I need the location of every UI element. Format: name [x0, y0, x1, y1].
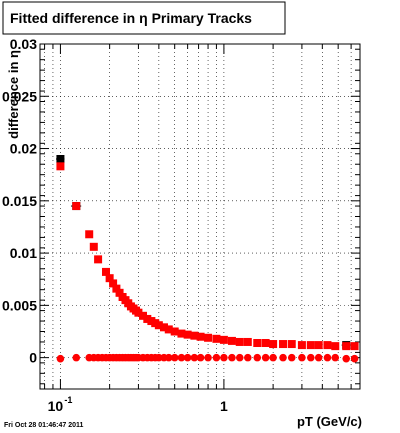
grid-lines: [40, 43, 360, 389]
data-point-square: [253, 339, 262, 347]
data-point-square: [154, 321, 163, 330]
footer-timestamp: Fri Oct 28 01:46:47 2011: [4, 422, 83, 429]
title-box-frame: [2, 1, 286, 35]
data-point-square: [89, 242, 98, 251]
chart-title-box: Fitted difference in η Primary Tracks: [2, 1, 286, 35]
data-point-circle: [72, 353, 81, 362]
data-point-circle: [170, 353, 179, 362]
data-point-circle: [261, 353, 270, 362]
data-point-square: [109, 279, 118, 288]
data-point-circle: [331, 353, 340, 362]
data-point-square: [112, 284, 121, 293]
x-tick-label-base: 10: [48, 398, 64, 414]
data-point-circle: [269, 353, 277, 362]
data-point-circle: [228, 353, 236, 362]
x-tick-labels: 10 -1 1: [48, 395, 228, 414]
data-point-square: [219, 335, 228, 344]
y-axis-label: difference in η: [6, 50, 21, 139]
data-point-circle: [164, 353, 173, 362]
data-point-square: [279, 340, 288, 349]
data-point-circle: [177, 353, 186, 362]
data-markers: [56, 155, 359, 363]
data-point-square: [287, 340, 296, 349]
data-point-square: [164, 325, 173, 334]
data-point-circle: [253, 353, 262, 362]
data-point-circle: [298, 353, 306, 362]
data-point-square: [297, 341, 306, 350]
data-point-circle: [287, 353, 296, 362]
data-point-square: [177, 329, 186, 338]
data-point-circle: [204, 353, 212, 362]
data-point-square: [212, 334, 221, 343]
data-point-square: [139, 311, 148, 320]
y-tick-label: 0.03: [10, 36, 37, 52]
data-point-circle: [279, 353, 287, 362]
data-point-square: [143, 314, 152, 323]
y-tick-label: 0.005: [2, 297, 37, 313]
y-tick-labels: 0 0.005 0.01 0.015 0.02 0.025 0.03: [2, 36, 37, 366]
y-tick-label: 0.015: [2, 193, 37, 209]
data-point-circle: [243, 353, 252, 362]
data-point-square: [134, 308, 143, 317]
data-point-square: [115, 288, 124, 297]
data-point-square: [72, 202, 81, 211]
data-point-square: [269, 340, 278, 349]
data-point-square: [204, 333, 213, 342]
data-point-circle: [56, 354, 65, 363]
data-point-circle: [350, 354, 359, 363]
data-point-square: [190, 331, 199, 340]
data-point-square: [342, 342, 351, 351]
data-point-square: [170, 327, 179, 336]
data-point-square: [101, 267, 110, 276]
y-tick-label: 0.01: [10, 245, 37, 261]
axis-ticks: [40, 43, 360, 389]
y-tick-label: 0.025: [2, 88, 37, 104]
data-point-square: [56, 155, 65, 163]
data-point-square: [105, 274, 114, 283]
data-point-square: [227, 336, 236, 345]
data-point-square: [196, 332, 205, 341]
data-point-circle: [183, 353, 192, 362]
data-point-circle: [235, 353, 244, 362]
data-point-square: [94, 255, 103, 264]
y-tick-label: 0: [29, 350, 37, 366]
data-point-square: [235, 337, 244, 346]
data-point-square: [183, 330, 192, 339]
chart-title: Fitted difference in η Primary Tracks: [10, 10, 252, 26]
data-point-circle: [220, 353, 228, 362]
data-point-circle: [342, 354, 351, 363]
y-tick-label: 0.02: [10, 141, 37, 157]
data-point-square: [350, 342, 359, 351]
data-point-square: [323, 341, 332, 350]
x-tick-label-exponent: -1: [64, 395, 72, 405]
data-point-circle: [306, 353, 315, 362]
data-point-square: [159, 323, 168, 332]
data-point-square: [314, 341, 323, 350]
data-point-square: [306, 341, 315, 350]
x-axis-label: pT (GeV/c): [297, 414, 362, 429]
data-point-circle: [323, 353, 332, 362]
data-point-square: [331, 342, 340, 351]
data-point-circle: [190, 353, 199, 362]
data-point-circle: [212, 353, 221, 362]
data-point-square: [56, 162, 65, 171]
data-point-square: [243, 337, 252, 346]
data-point-square: [261, 339, 270, 347]
data-point-square: [85, 230, 94, 239]
data-point-circle: [314, 353, 323, 362]
x-tick-label-one: 1: [220, 398, 228, 414]
data-point-circle: [196, 353, 205, 362]
